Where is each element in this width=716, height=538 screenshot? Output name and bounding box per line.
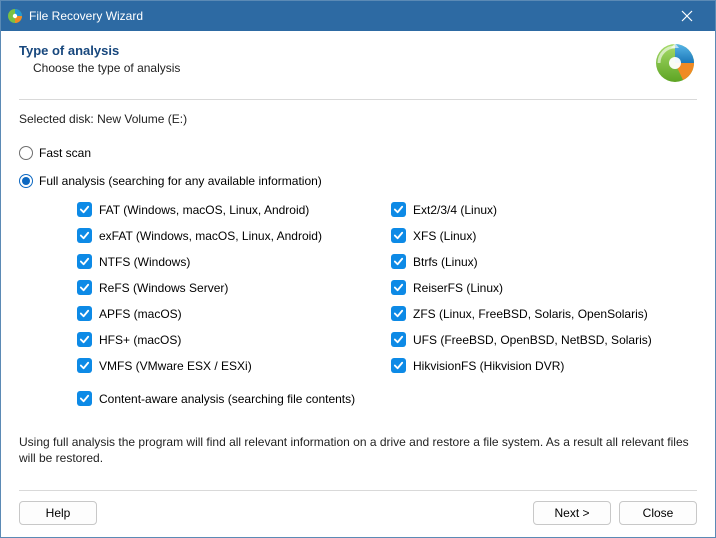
checkbox-fs-hikvisionfs[interactable]: HikvisionFS (Hikvision DVR): [391, 358, 697, 373]
fs-label: FAT (Windows, macOS, Linux, Android): [99, 203, 309, 217]
footer: Help Next > Close: [19, 501, 697, 525]
fs-label: UFS (FreeBSD, OpenBSD, NetBSD, Solaris): [413, 333, 652, 347]
footer-divider: [19, 490, 697, 491]
checkbox-fs-hfsplus[interactable]: HFS+ (macOS): [77, 332, 383, 347]
header-divider: [19, 99, 697, 100]
selected-disk-row: Selected disk: New Volume (E:): [19, 112, 697, 126]
checkbox-content-aware[interactable]: Content-aware analysis (searching file c…: [77, 391, 697, 406]
checkbox-fs-zfs[interactable]: ZFS (Linux, FreeBSD, Solaris, OpenSolari…: [391, 306, 697, 321]
fs-label: ReFS (Windows Server): [99, 281, 228, 295]
fs-label: NTFS (Windows): [99, 255, 190, 269]
checkbox-icon: [77, 332, 92, 347]
checkbox-icon: [391, 358, 406, 373]
window-title: File Recovery Wizard: [29, 9, 667, 23]
fs-label: HFS+ (macOS): [99, 333, 181, 347]
content-aware-label: Content-aware analysis (searching file c…: [99, 392, 355, 406]
checkbox-icon: [77, 228, 92, 243]
checkbox-fs-xfs[interactable]: XFS (Linux): [391, 228, 697, 243]
checkbox-fs-ntfs[interactable]: NTFS (Windows): [77, 254, 383, 269]
checkbox-icon: [77, 391, 92, 406]
filesystem-grid: FAT (Windows, macOS, Linux, Android) Ext2…: [77, 202, 697, 373]
fs-label: XFS (Linux): [413, 229, 476, 243]
titlebar: File Recovery Wizard: [1, 1, 715, 31]
page-subtitle: Choose the type of analysis: [33, 61, 653, 75]
wizard-icon: [653, 41, 697, 85]
radio-icon: [19, 146, 33, 160]
radio-full-analysis-label: Full analysis (searching for any availab…: [39, 174, 322, 188]
checkbox-fs-refs[interactable]: ReFS (Windows Server): [77, 280, 383, 295]
fs-label: Btrfs (Linux): [413, 255, 478, 269]
checkbox-icon: [77, 358, 92, 373]
page-title: Type of analysis: [19, 43, 653, 58]
checkbox-fs-apfs[interactable]: APFS (macOS): [77, 306, 383, 321]
radio-icon: [19, 174, 33, 188]
checkbox-fs-reiserfs[interactable]: ReiserFS (Linux): [391, 280, 697, 295]
fs-label: ReiserFS (Linux): [413, 281, 503, 295]
fs-label: Ext2/3/4 (Linux): [413, 203, 497, 217]
checkbox-icon: [77, 280, 92, 295]
checkbox-icon: [77, 306, 92, 321]
checkbox-icon: [391, 254, 406, 269]
fs-label: VMFS (VMware ESX / ESXi): [99, 359, 252, 373]
checkbox-fs-exfat[interactable]: exFAT (Windows, macOS, Linux, Android): [77, 228, 383, 243]
checkbox-fs-ufs[interactable]: UFS (FreeBSD, OpenBSD, NetBSD, Solaris): [391, 332, 697, 347]
close-button[interactable]: [667, 1, 707, 31]
checkbox-icon: [391, 280, 406, 295]
page-header: Type of analysis Choose the type of anal…: [19, 43, 697, 85]
checkbox-fs-fat[interactable]: FAT (Windows, macOS, Linux, Android): [77, 202, 383, 217]
fs-label: HikvisionFS (Hikvision DVR): [413, 359, 564, 373]
content-area: Type of analysis Choose the type of anal…: [1, 31, 715, 537]
checkbox-fs-ext[interactable]: Ext2/3/4 (Linux): [391, 202, 697, 217]
selected-disk-value: New Volume (E:): [97, 112, 187, 126]
app-icon: [7, 8, 23, 24]
selected-disk-label: Selected disk:: [19, 112, 94, 126]
checkbox-fs-vmfs[interactable]: VMFS (VMware ESX / ESXi): [77, 358, 383, 373]
checkbox-icon: [391, 202, 406, 217]
checkbox-icon: [77, 254, 92, 269]
checkbox-icon: [391, 306, 406, 321]
checkbox-icon: [77, 202, 92, 217]
fs-label: APFS (macOS): [99, 307, 182, 321]
radio-full-analysis[interactable]: Full analysis (searching for any availab…: [19, 174, 697, 188]
help-button[interactable]: Help: [19, 501, 97, 525]
checkbox-fs-btrfs[interactable]: Btrfs (Linux): [391, 254, 697, 269]
radio-fast-scan-label: Fast scan: [39, 146, 91, 160]
close-icon: [681, 10, 693, 22]
next-button[interactable]: Next >: [533, 501, 611, 525]
description-text: Using full analysis the program will fin…: [19, 434, 697, 466]
fs-label: exFAT (Windows, macOS, Linux, Android): [99, 229, 322, 243]
checkbox-icon: [391, 228, 406, 243]
close-button-footer[interactable]: Close: [619, 501, 697, 525]
fs-label: ZFS (Linux, FreeBSD, Solaris, OpenSolari…: [413, 307, 648, 321]
checkbox-icon: [391, 332, 406, 347]
radio-fast-scan[interactable]: Fast scan: [19, 146, 697, 160]
